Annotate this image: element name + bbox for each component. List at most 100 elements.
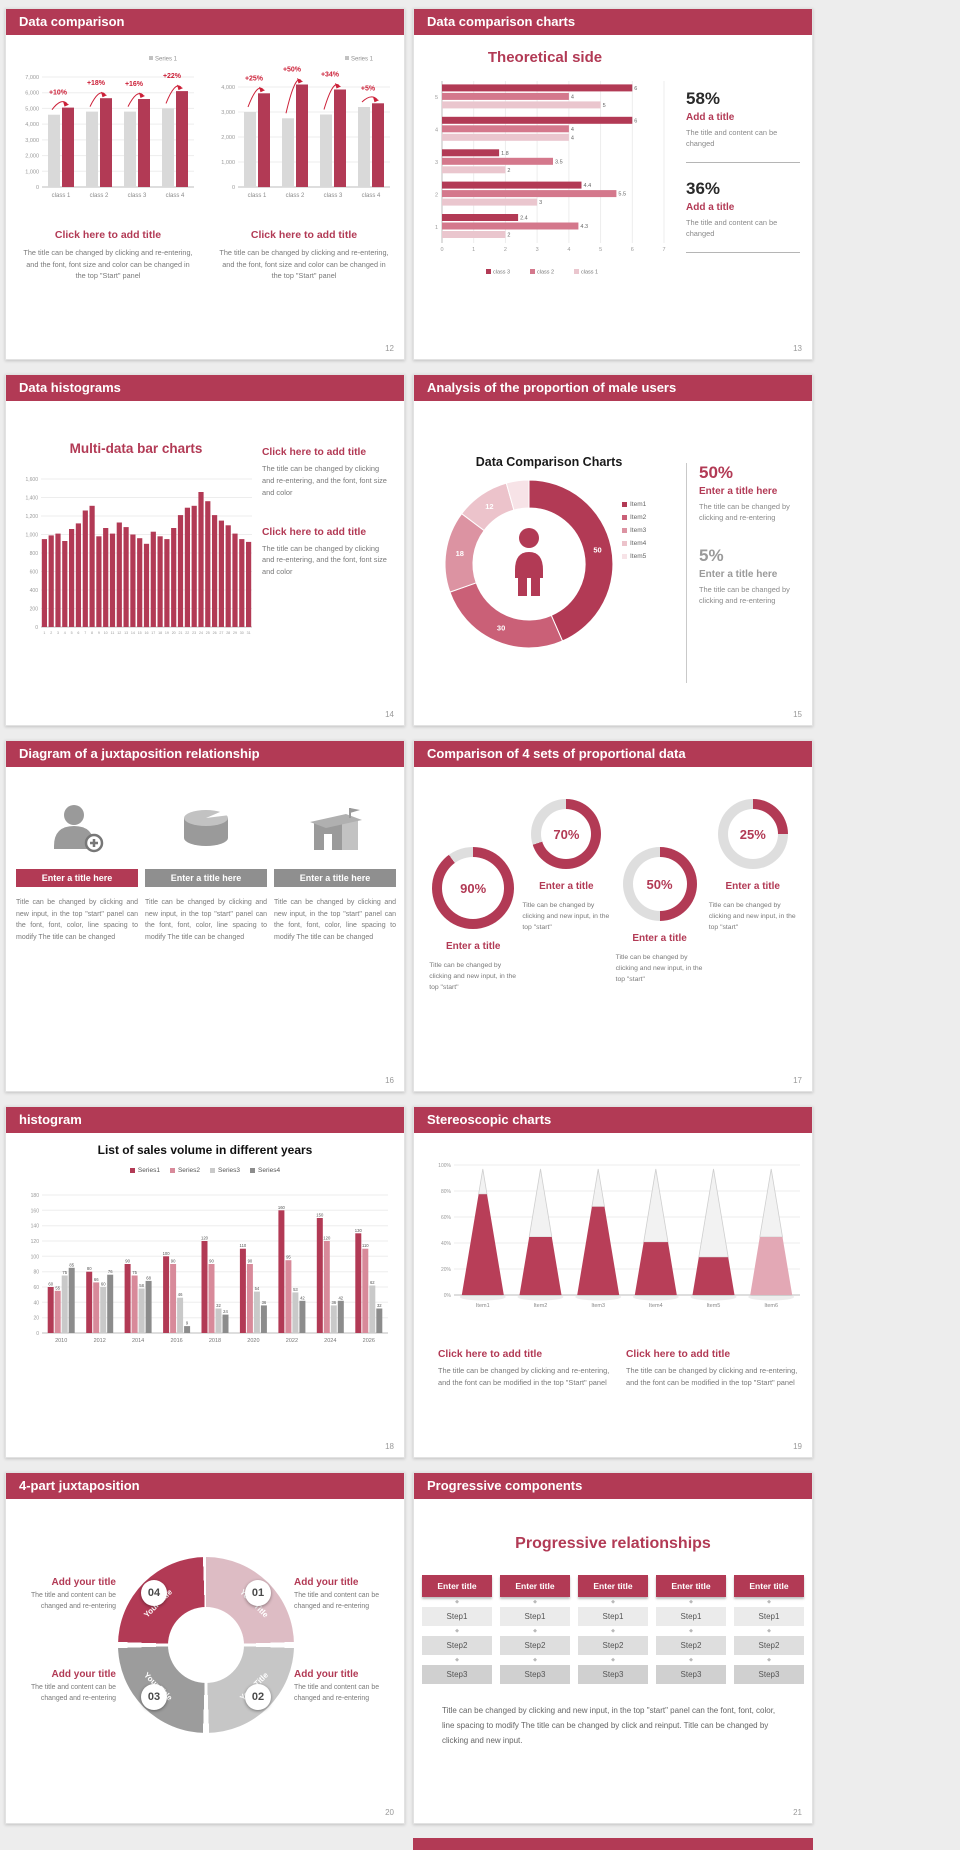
- stat-percent: 50%: [699, 463, 734, 482]
- stat-block: 58% Add a title The title and content ca…: [686, 89, 800, 163]
- step-item: Step3: [734, 1665, 804, 1684]
- svg-text:3: 3: [539, 200, 542, 206]
- progressive-columns: Enter title ◆ Step1 ◆ Step2 ◆ Step3 Enter tit…: [414, 1575, 812, 1684]
- svg-text:22: 22: [185, 631, 189, 635]
- block-body: The title and content can be changed and…: [30, 1684, 116, 1702]
- building-icon: [310, 808, 362, 850]
- block-title: Add your title: [51, 1577, 116, 1588]
- item-title-bar: Enter a title here: [274, 869, 396, 887]
- svg-text:class 1: class 1: [581, 270, 598, 276]
- slide-title: histogram: [19, 1112, 82, 1127]
- svg-text:1,000: 1,000: [25, 169, 39, 175]
- panel-title: Click here to add title: [250, 229, 358, 241]
- legend-item: Series1: [129, 1167, 160, 1174]
- svg-text:32: 32: [216, 1303, 221, 1308]
- diamond-separator-icon: ◆: [533, 1599, 537, 1605]
- slide-histogram: histogram List of sales volume in differ…: [5, 1106, 405, 1458]
- juxtaposition-item: Enter a title here Title can be changed …: [274, 789, 396, 943]
- svg-text:62: 62: [370, 1280, 375, 1285]
- svg-text:40%: 40%: [441, 1241, 452, 1247]
- svg-text:1,000: 1,000: [221, 160, 235, 166]
- slide-header: Analysis of the proportion of male users: [414, 375, 812, 401]
- svg-text:5: 5: [71, 631, 73, 635]
- stat-percent: 36%: [686, 178, 721, 198]
- svg-text:Item4: Item4: [649, 1303, 663, 1309]
- svg-text:1,400: 1,400: [25, 496, 38, 502]
- slide-juxtaposition-diagram: Diagram of a juxtaposition relationship …: [5, 740, 405, 1092]
- page-number: 18: [385, 1442, 394, 1451]
- item-title-bar: Enter a title here: [145, 869, 267, 887]
- ring-title: Enter a title: [445, 941, 501, 952]
- ring-body: Title can be changed by clicking and new…: [615, 954, 703, 984]
- svg-text:12: 12: [117, 631, 121, 635]
- svg-text:1,200: 1,200: [25, 514, 38, 520]
- enter-title-button: Enter title: [500, 1575, 570, 1597]
- page-number: 16: [385, 1076, 394, 1085]
- proportion-item: 70% Enter a title Title can be changed b…: [522, 799, 610, 994]
- ring-body: Title can be changed by clicking and new…: [522, 902, 610, 932]
- svg-text:3.5: 3.5: [555, 159, 563, 165]
- svg-text:32: 32: [377, 1303, 382, 1308]
- text-block: Click here to add title The title can be…: [626, 1349, 798, 1389]
- ring-percentage: 50%: [632, 857, 687, 911]
- growth-bar-chart-svg: Series 1 0 1,000 2,000 3,000 4,000 5,000 6,000 7…: [25, 56, 194, 199]
- slide-title: Progressive components: [427, 1478, 583, 1493]
- stat-title: Add a title: [686, 201, 735, 213]
- item-body: Title can be changed by clicking and new…: [16, 899, 138, 941]
- svg-text:24: 24: [223, 1309, 228, 1314]
- svg-text:15: 15: [138, 631, 142, 635]
- svg-text:75: 75: [132, 1270, 137, 1275]
- slide-title: Diagram of a juxtaposition relationship: [19, 746, 260, 761]
- svg-text:1,600: 1,600: [25, 477, 38, 483]
- svg-text:5,000: 5,000: [25, 106, 39, 112]
- proportion-item: 90% Enter a title Title can be changed b…: [429, 847, 517, 994]
- svg-text:1,000: 1,000: [25, 533, 38, 539]
- stat-title: Enter a title here: [699, 486, 778, 497]
- juxtaposition-item: Enter a title here Title can be changed …: [16, 789, 138, 943]
- slide-header: histogram: [6, 1107, 404, 1133]
- svg-text:+50%: +50%: [283, 67, 302, 74]
- item-title-bar: Enter a title here: [16, 869, 138, 887]
- next-slide-edge: [413, 1838, 813, 1850]
- growth-bar-chart: Series 1 0 1,000 2,000 3,000 4,000 +25% class 1…: [210, 51, 398, 217]
- step-item: Step1: [578, 1607, 648, 1626]
- horizontal-bar-chart: 0 1 2 3 4 5 6 7 5 6 4 5 4 6 4 4 3 1.8 3.5 2 2 4.4 5.5 3 1 2.4 4.3 2…: [424, 75, 676, 281]
- svg-text:140: 140: [31, 1224, 40, 1230]
- ring-title: Enter a title: [725, 881, 780, 892]
- svg-text:85: 85: [69, 1262, 74, 1267]
- segment-number: 02: [245, 1684, 271, 1710]
- svg-text:53: 53: [293, 1287, 298, 1292]
- slide-title: Stereoscopic charts: [427, 1112, 552, 1127]
- svg-text:27: 27: [219, 631, 223, 635]
- legend-swatch: [210, 1167, 215, 1173]
- stat-percent: 58%: [686, 89, 721, 108]
- progressive-column: Enter title ◆ Step1 ◆ Step2 ◆ Step3: [578, 1575, 648, 1684]
- step-item: Step3: [578, 1665, 648, 1684]
- diamond-separator-icon: ◆: [455, 1628, 459, 1634]
- svg-text:2,000: 2,000: [25, 154, 39, 160]
- svg-text:6: 6: [631, 247, 634, 253]
- slide-header: Data comparison: [6, 9, 404, 35]
- text-block: Click here to add title The title can be…: [262, 527, 392, 579]
- slide-data-histograms: Data histograms Multi-data bar charts 0 2…: [5, 374, 405, 726]
- svg-text:3,000: 3,000: [25, 138, 39, 144]
- page-number: 13: [793, 344, 802, 353]
- juxtaposition-item: Enter a title here Title can be changed …: [145, 789, 267, 943]
- step-item: Step2: [578, 1636, 648, 1655]
- svg-text:2020: 2020: [247, 1338, 259, 1344]
- svg-text:class 3: class 3: [128, 193, 147, 199]
- slide-title: Data comparison: [19, 14, 125, 29]
- svg-text:4: 4: [571, 135, 574, 141]
- slide-header: Progressive components: [414, 1473, 812, 1499]
- svg-text:9: 9: [98, 631, 100, 635]
- block-body: The title and content can be changed and…: [294, 1684, 380, 1702]
- text-block: Click here to add title The title can be…: [438, 1349, 610, 1389]
- svg-text:100%: 100%: [438, 1163, 451, 1169]
- progress-ring: 90%: [432, 847, 515, 929]
- svg-text:20: 20: [172, 631, 176, 635]
- svg-text:23: 23: [192, 631, 196, 635]
- svg-text:2018: 2018: [209, 1338, 221, 1344]
- svg-text:60: 60: [33, 1285, 39, 1291]
- item-body: Title can be changed by clicking and new…: [274, 899, 396, 941]
- svg-text:5.5: 5.5: [618, 192, 626, 198]
